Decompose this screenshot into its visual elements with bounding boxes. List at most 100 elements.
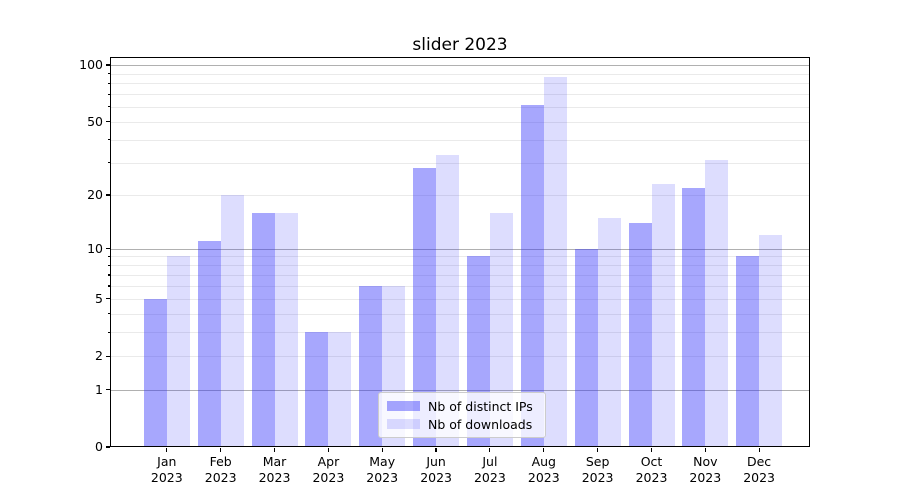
y-tick-mark <box>106 355 110 357</box>
x-tick-label-line: 2023 <box>581 469 614 485</box>
chart-title: slider 2023 <box>412 35 508 55</box>
y-tick-mark-minor <box>107 73 110 75</box>
y-tick-mark-minor <box>107 162 110 164</box>
x-tick-label: Apr 2023 <box>298 454 358 485</box>
x-tick-label: Feb 2023 <box>191 454 251 485</box>
x-tick-mark <box>381 448 383 453</box>
x-tick-label-line: Mar <box>262 454 287 469</box>
gridline-minor <box>110 298 810 300</box>
gridline-minor <box>110 106 810 108</box>
gridline-major <box>110 65 810 66</box>
gridline-minor <box>110 121 810 123</box>
gridline-minor <box>110 256 810 258</box>
x-tick-label: Aug 2023 <box>514 454 574 485</box>
x-tick-label-line: 2023 <box>473 469 506 485</box>
x-tick-label: Dec 2023 <box>729 454 789 485</box>
x-tick-label-line: 2023 <box>689 469 722 485</box>
bar <box>759 234 783 447</box>
x-tick-label-line: 2023 <box>366 469 399 485</box>
y-tick-label: 10 <box>87 240 103 256</box>
gridline-minor <box>110 139 810 141</box>
bar <box>305 332 329 447</box>
bar <box>489 212 513 447</box>
x-tick-label-line: 2023 <box>312 469 345 485</box>
x-tick-label-line: 2023 <box>258 469 291 485</box>
x-tick-label-line: Dec <box>746 454 772 469</box>
x-tick-label-line: Jun <box>426 454 446 469</box>
x-tick-mark <box>489 448 491 453</box>
x-tick-label: May 2023 <box>352 454 412 485</box>
gridline-minor <box>110 274 810 276</box>
x-tick-mark <box>758 448 760 453</box>
gridline-minor <box>110 313 810 315</box>
y-tick-mark-minor <box>107 139 110 141</box>
gridline-minor <box>110 73 810 75</box>
x-tick-label-line: Apr <box>317 454 340 469</box>
bar <box>597 217 621 447</box>
x-tick-label-line: 2023 <box>204 469 237 485</box>
y-tick-label: 5 <box>95 290 103 306</box>
x-tick-label-line: 2023 <box>150 469 183 485</box>
x-tick-label-line: Sep <box>585 454 610 469</box>
x-tick-label-line: Oct <box>640 454 663 469</box>
x-tick-label-line: Feb <box>209 454 232 469</box>
gridline-minor <box>110 332 810 334</box>
y-tick-mark <box>106 64 110 66</box>
y-tick-mark-minor <box>107 264 110 266</box>
x-tick-mark <box>327 448 329 453</box>
y-tick-mark <box>106 446 110 448</box>
legend-label-distinct-ips: Nb of distinct IPs <box>428 398 533 414</box>
bar <box>574 248 598 447</box>
bar <box>328 332 352 447</box>
bar <box>413 168 437 447</box>
x-tick-label: Nov 2023 <box>675 454 735 485</box>
x-tick-label: Jul 2023 <box>460 454 520 485</box>
y-tick-mark-minor <box>107 255 110 258</box>
x-tick-mark <box>435 448 437 453</box>
x-tick-label-line: 2023 <box>420 469 452 485</box>
legend-item-distinct-ips: Nb of distinct IPs <box>379 399 545 414</box>
bar <box>220 195 244 447</box>
y-tick-mark <box>106 389 110 391</box>
bar <box>359 285 383 447</box>
legend: Nb of distinct IPs Nb of downloads <box>378 392 546 438</box>
x-tick-label: Oct 2023 <box>622 454 682 485</box>
y-tick-mark-minor <box>107 93 110 95</box>
bar <box>682 187 706 447</box>
y-tick-mark-minor <box>107 285 110 287</box>
bar <box>651 183 675 447</box>
gridline-minor <box>110 356 810 358</box>
x-tick-label: Jan 2023 <box>137 454 197 485</box>
y-tick-mark <box>106 247 110 250</box>
gridline-minor <box>110 94 810 96</box>
x-tick-label-line: May <box>369 454 396 469</box>
y-tick-mark-minor <box>107 331 110 333</box>
gridline-minor <box>110 162 810 164</box>
y-tick-mark-minor <box>107 313 110 315</box>
legend-swatch-downloads <box>387 419 420 429</box>
x-tick-label-line: Nov <box>693 454 718 469</box>
legend-swatch-distinct-ips <box>387 401 420 411</box>
x-tick-mark <box>597 448 599 453</box>
y-tick-label: 2 <box>95 348 103 364</box>
x-tick-mark <box>650 448 653 453</box>
y-tick-label: 0 <box>95 439 103 454</box>
x-tick-label-line: 2023 <box>527 469 560 485</box>
gridline-minor <box>110 265 810 267</box>
bar <box>143 298 167 447</box>
legend-item-downloads: Nb of downloads <box>379 417 545 432</box>
plot-area: Nb of distinct IPs Nb of downloads <box>110 57 810 447</box>
gridline-major <box>110 248 810 250</box>
y-tick-label: 20 <box>87 187 103 202</box>
gridline-minor <box>110 195 810 196</box>
bar <box>166 256 190 447</box>
x-tick-mark <box>166 448 168 453</box>
x-tick-mark <box>704 448 706 453</box>
x-tick-label-line: Aug <box>531 454 556 469</box>
gridline-minor <box>110 285 810 287</box>
x-tick-mark <box>220 448 222 453</box>
x-tick-label-line: 2023 <box>743 469 775 485</box>
y-tick-mark-minor <box>107 106 110 108</box>
x-tick-label-line: 2023 <box>635 469 668 485</box>
